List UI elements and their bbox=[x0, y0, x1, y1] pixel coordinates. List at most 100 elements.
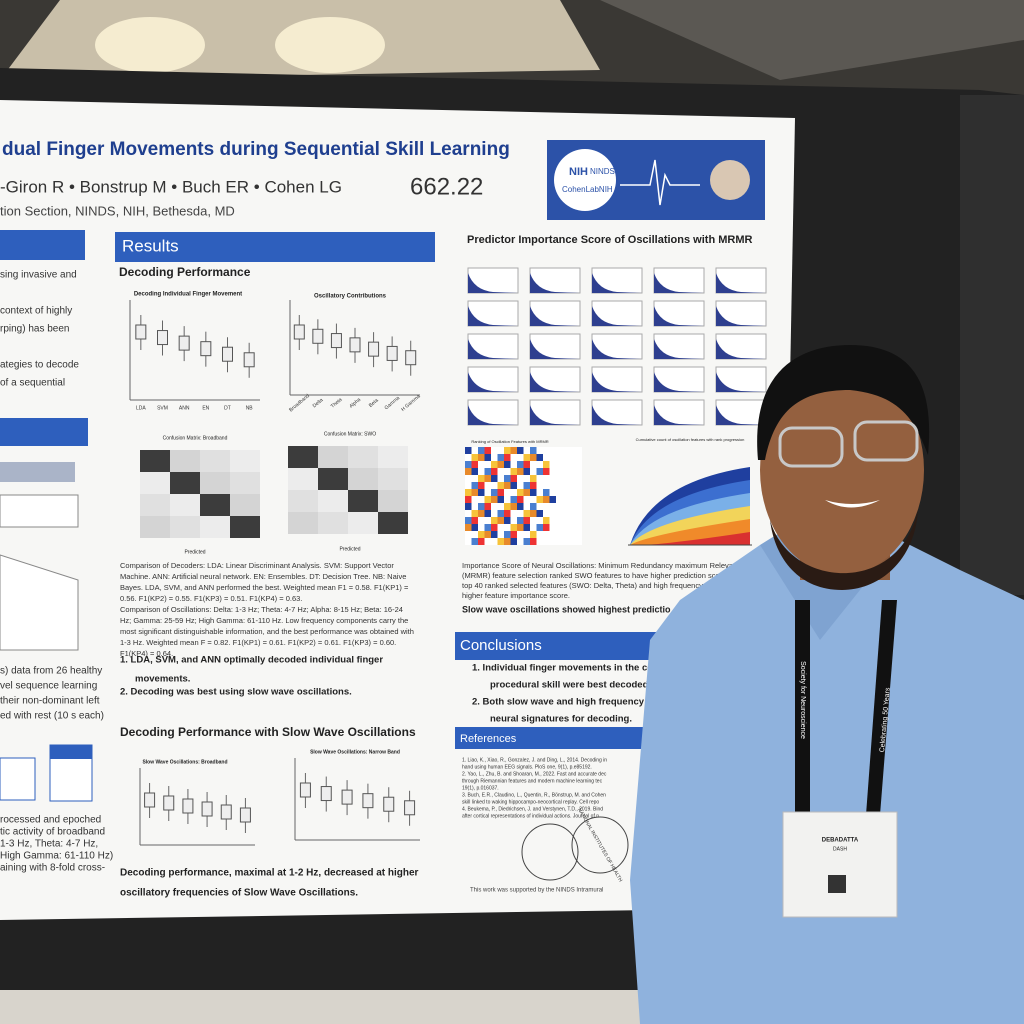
section-bar bbox=[0, 230, 85, 260]
heatmap-cell bbox=[491, 496, 498, 503]
heatmap-cell bbox=[465, 447, 472, 454]
heatmap-cell bbox=[497, 461, 504, 468]
text-line: 1-3 Hz, Theta: 4-7 Hz, bbox=[0, 839, 98, 850]
ceiling-beam bbox=[600, 0, 1024, 80]
heatmap-cell bbox=[465, 503, 472, 510]
heatmap-cell bbox=[471, 496, 478, 503]
matrix-cell bbox=[378, 468, 408, 490]
mini-area bbox=[530, 306, 580, 326]
box bbox=[341, 789, 353, 805]
heatmap-cell bbox=[484, 517, 491, 524]
heatmap-cell bbox=[517, 454, 524, 461]
heatmap-cell bbox=[569, 531, 576, 538]
heatmap-cell bbox=[549, 489, 556, 496]
heatmap-cell bbox=[523, 454, 530, 461]
heatmap-cell bbox=[497, 454, 504, 461]
results-text: Comparison of Decoders: LDA: Linear Disc… bbox=[120, 561, 419, 899]
heatmap-cell bbox=[504, 475, 511, 482]
heatmap-cell bbox=[530, 482, 537, 489]
heatmap-cell bbox=[523, 531, 530, 538]
matrix-cell bbox=[170, 472, 200, 494]
heatmap-cell bbox=[465, 517, 472, 524]
text-line: 2. Both slow wave and high frequency os bbox=[472, 697, 658, 708]
heatmap-cell bbox=[536, 524, 543, 531]
text-line: Hz; Gamma: 25-59 Hz; High Gamma: 61-110 … bbox=[120, 616, 408, 625]
mini-area bbox=[592, 405, 642, 425]
heatmap-cell bbox=[497, 496, 504, 503]
heatmap-cell bbox=[530, 496, 537, 503]
matrix-cell bbox=[200, 472, 230, 494]
diagram-box bbox=[0, 757, 36, 801]
text-line: hand using human EEG signals. PloS one, … bbox=[462, 764, 592, 770]
heatmap-cell bbox=[562, 503, 569, 510]
heatmap-cell bbox=[523, 510, 530, 517]
heatmap-cell bbox=[549, 447, 556, 454]
mini-area bbox=[654, 339, 704, 359]
mini-plot bbox=[715, 366, 767, 393]
heatmap-cell bbox=[471, 538, 478, 545]
heatmap-cell bbox=[562, 524, 569, 531]
mini-area bbox=[530, 339, 580, 359]
heatmap-cell bbox=[504, 517, 511, 524]
heatmap-cell bbox=[465, 510, 472, 517]
heatmap-cell bbox=[562, 517, 569, 524]
heatmap-cell bbox=[465, 538, 472, 545]
mini-area bbox=[530, 405, 580, 425]
matrix-cell bbox=[230, 516, 260, 538]
mini-area bbox=[530, 273, 580, 293]
heatmap-cell bbox=[510, 517, 517, 524]
heatmap-cell bbox=[491, 538, 498, 545]
matrix-cell bbox=[318, 490, 348, 512]
heatmap-cell bbox=[562, 447, 569, 454]
heatmap-cell bbox=[478, 524, 485, 531]
box bbox=[144, 792, 156, 808]
heatmap-cell bbox=[543, 468, 550, 475]
bullet: 1. LDA, SVM, and ANN optimally decoded i… bbox=[120, 655, 383, 666]
heatmap-cell bbox=[530, 447, 537, 454]
heatmap-cell bbox=[510, 496, 517, 503]
heatmap-cell bbox=[523, 461, 530, 468]
box bbox=[157, 330, 168, 346]
text-line: Decoding performance, maximal at 1-2 Hz,… bbox=[120, 868, 419, 879]
heatmap-cell bbox=[484, 482, 491, 489]
text-line: vel sequence learning bbox=[0, 681, 97, 692]
heatmap-cell bbox=[575, 475, 582, 482]
bullet: movements. bbox=[135, 674, 190, 685]
x-tick-label: SVM bbox=[157, 405, 168, 411]
heatmap-cell bbox=[569, 475, 576, 482]
heatmap-cell bbox=[543, 461, 550, 468]
x-tick-label: DT bbox=[224, 405, 231, 411]
mini-area bbox=[530, 372, 580, 392]
heatmap-cell bbox=[523, 447, 530, 454]
heatmap-cell bbox=[543, 510, 550, 517]
text-line: s) data from 26 healthy bbox=[0, 666, 102, 677]
box bbox=[362, 793, 374, 809]
heatmap-cell bbox=[510, 447, 517, 454]
text-line: of a sequential bbox=[0, 378, 65, 389]
heatmap-cell bbox=[575, 461, 582, 468]
heatmap-cell bbox=[465, 531, 472, 538]
heatmap-cell bbox=[471, 468, 478, 475]
heatmap-cell bbox=[575, 510, 582, 517]
text-line: 1. Individual finger movements in the co bbox=[472, 663, 653, 674]
shirt bbox=[630, 540, 1024, 1024]
text-line: most significant distinguishable informa… bbox=[120, 627, 414, 636]
badge bbox=[782, 811, 898, 918]
heatmap-cell bbox=[562, 510, 569, 517]
matrix-cell bbox=[140, 450, 170, 472]
heatmap-cell bbox=[478, 461, 485, 468]
text-line: rocessed and epoched bbox=[0, 815, 101, 826]
box bbox=[201, 801, 213, 817]
matrix-title: Confusion Matrix: SWO bbox=[324, 431, 376, 437]
matrix-cell bbox=[288, 512, 318, 534]
glasses-lens bbox=[853, 420, 919, 462]
heatmap-cell bbox=[510, 510, 517, 517]
heatmap-cell bbox=[497, 524, 504, 531]
chart-title: Slow Wave Oscillations: Narrow Band bbox=[310, 749, 400, 755]
heatmap-cell bbox=[543, 489, 550, 496]
heatmap-cell bbox=[536, 447, 543, 454]
subheading: Decoding Performance with Slow Wave Osci… bbox=[120, 725, 416, 739]
text-line: Importance Score of Neural Oscillations:… bbox=[462, 561, 745, 570]
heatmap-cell bbox=[556, 454, 563, 461]
